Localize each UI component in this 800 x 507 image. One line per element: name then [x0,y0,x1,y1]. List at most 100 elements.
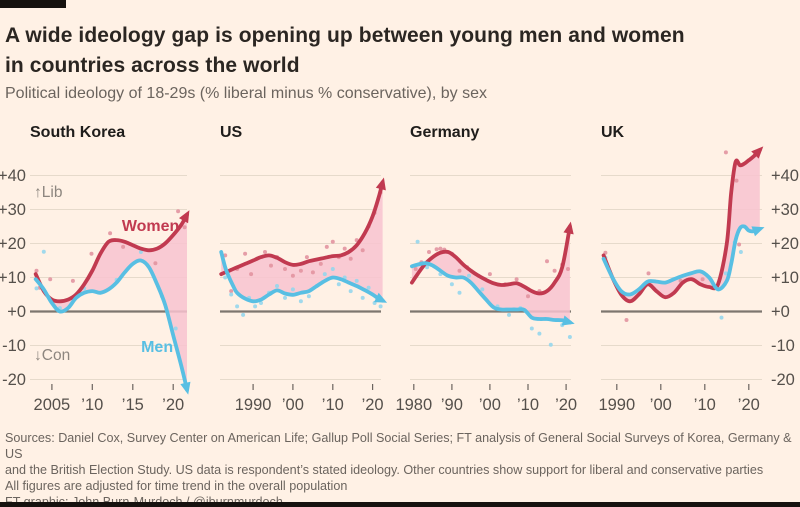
germany-gridlines [410,175,571,380]
germany-women-trend-line [410,224,572,296]
south-korea-x-tick-label: ’20 [162,396,184,414]
uk-x-tick-label: 1990 [598,396,635,414]
us-men-dot [290,287,295,292]
south-korea-men-dot [34,286,39,291]
page-title-line-1: A wide ideology gap is opening up betwee… [5,24,685,47]
us-women-arrowhead [375,177,386,191]
germany-men-dot [415,239,420,244]
south-korea-x-tick-label: ’10 [81,396,103,414]
us-women-dot [304,255,309,260]
uk-women-dots [603,150,742,322]
uk-women-dot [734,178,739,183]
south-korea-men-trend-line [33,258,189,392]
south-korea-women-dot [89,251,94,256]
germany-men-dot [548,342,553,347]
us-gap-fill [221,182,383,302]
y-axis-label-right--20: -20 [771,371,795,389]
us-men-dot [306,294,311,299]
y-axis-label-right-+10: +10 [771,269,799,287]
us-women-dot [324,244,329,249]
us-men-arrowhead [374,292,388,303]
germany-men-dot [457,290,462,295]
uk-women-arrowhead [751,146,764,159]
south-korea-men-dot [173,326,178,331]
y-axis-label-left-+30: +30 [0,201,26,219]
south-korea-women-dots [34,209,187,290]
uk-gap-fill [603,150,760,302]
south-korea-women-dot [121,244,126,249]
south-korea-women-dot [70,278,75,283]
germany-x-tick-label: 1980 [395,396,432,414]
germany-gap-fill [411,226,570,323]
y-axis-label-right--10: -10 [771,337,795,355]
us-women-dot [310,270,315,275]
germany-women-dot [552,268,557,273]
germany-x-tick-label: ’00 [479,396,501,414]
germany-women-dot [566,267,570,271]
page-title: A wide ideology gap is opening up betwee… [5,21,685,81]
germany-women-dot [434,247,439,252]
source-note-line-2: and the British Election Study. US data … [5,463,764,477]
germany-men-dot [449,282,454,287]
us-women-dot [342,246,347,251]
south-korea-women-dot [108,231,113,236]
us-women-dot [318,261,323,266]
y-axis-label-left-+40: +40 [0,167,26,185]
y-axis-label-left-+0: +0 [7,303,26,321]
us-women-dot [330,239,335,244]
us-men-dot [360,295,365,300]
us-women-dot [283,267,287,271]
uk-men-arrowhead [751,226,765,237]
us-men-dot [366,285,371,290]
y-axis-label-left--10: -10 [2,337,26,355]
us-women-dot [243,251,248,256]
panel-germany: 1980 ’90 ’00 ’10 ’20 [395,175,577,414]
us-men-dot [348,289,353,294]
us-men-dot [241,312,246,317]
uk-x-tick-label: ’10 [694,396,716,414]
south-korea-x-tick-label: 2005 [34,396,71,414]
uk-women-dot [723,150,728,155]
y-axis-label-right-+30: +30 [771,201,799,219]
germany-men-dot [529,326,534,331]
charts-canvas: 2005 ’10 ’15 ’20 +40 +30 +20 +10 +0 -10 -20 ↑Lib ↓Co… [0,146,799,414]
germany-men-trend-line [410,261,572,325]
us-women-dot [269,263,273,268]
us-men-dot [283,295,287,300]
bottom-accent-bar [0,502,800,507]
panel-title-south-korea: South Korea [30,124,126,141]
germany-women-dot [514,277,519,282]
uk-women-dot [624,318,629,322]
uk-x-tick-label: ’00 [650,396,672,414]
panel-title-us: US [220,124,243,141]
germany-women-dot [413,267,418,271]
us-women-trend-line [219,180,385,276]
south-korea-women-dot [182,225,187,230]
us-women-dot [263,250,267,254]
us-men-dot [336,282,341,287]
germany-men-dot [567,335,572,339]
germany-women-dot [457,268,462,273]
south-korea-men-dot [138,250,143,254]
uk-men-dot [723,271,728,276]
germany-men-arrowhead [561,315,575,326]
uk-men-dot [738,250,743,254]
germany-men-dot [480,287,485,292]
germany-men-dot [467,273,471,278]
panel-uk: 1990 ’00 ’10 ’20 +40 +30 +20 +10 +0 -10 -20 [598,146,799,414]
source-note-line-3: All figures are adjusted for time trend … [5,479,348,493]
uk-women-dot [700,277,705,282]
us-men-dot [354,278,359,283]
y-axis-label-right-+40: +40 [771,167,799,185]
south-korea-x-tick-label: ’15 [122,396,144,414]
us-women-dot [229,289,234,294]
page-title-line-2: in countries across the world [5,54,300,77]
south-korea-women-trend-line [33,212,189,304]
us-men-dot [322,272,327,277]
south-korea-women-dot [48,277,53,282]
us-men-dot [330,267,335,271]
germany-women-dot [487,272,492,277]
page-subtitle: Political ideology of 18-29s (% liberal … [5,85,487,102]
south-korea-women-dot [34,268,39,273]
uk-men-dot [719,315,724,320]
